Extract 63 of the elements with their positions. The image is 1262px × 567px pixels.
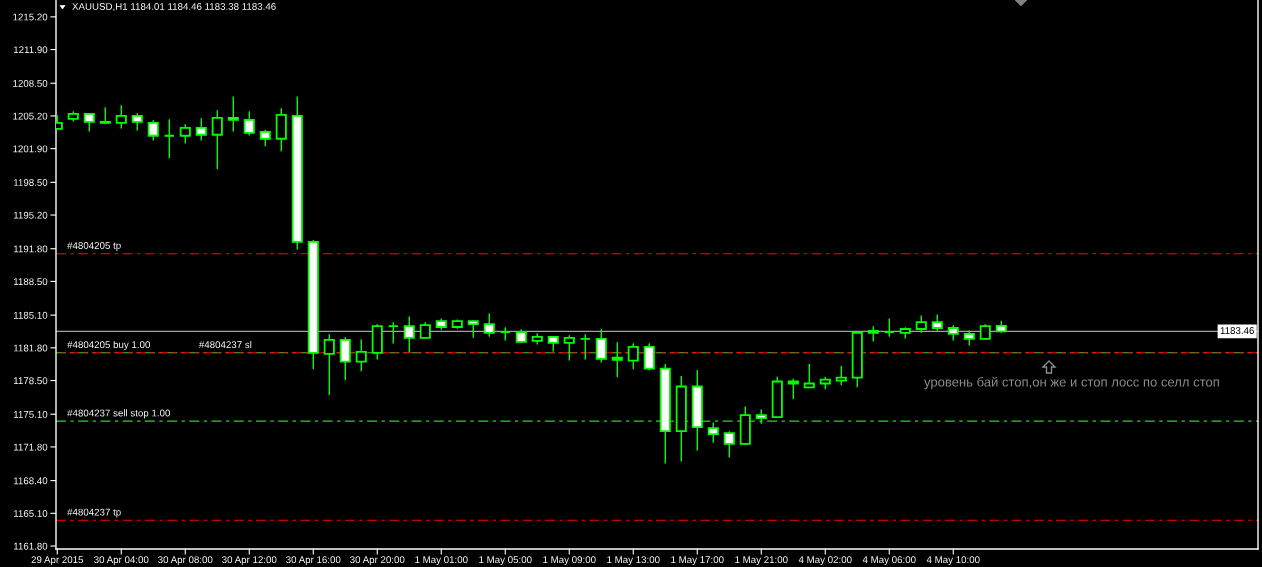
- x-tick-label: 4 May 10:00: [926, 556, 980, 566]
- candlestick: [611, 342, 623, 378]
- candlestick: [243, 111, 255, 136]
- y-tick-label: 1175.10: [13, 410, 48, 418]
- candlestick: [403, 316, 415, 353]
- x-tick-label: 30 Apr 12:00: [222, 556, 277, 566]
- candlestick: [339, 337, 351, 381]
- x-tick-label: 4 May 02:00: [798, 556, 852, 566]
- candlestick: [323, 334, 335, 396]
- y-tick-label: 1205.20: [13, 112, 48, 120]
- y-tick-label: 1168.40: [13, 477, 48, 485]
- x-tick-label: 30 Apr 20:00: [350, 556, 405, 566]
- y-tick-label: 1165.10: [13, 510, 48, 517]
- y-tick-label: 1181.80: [13, 344, 48, 352]
- x-tick-label: 1 May 21:00: [735, 556, 788, 566]
- candlestick: [643, 343, 655, 371]
- candlestick: [723, 431, 735, 458]
- x-tick-label: 4 May 06:00: [862, 556, 916, 566]
- y-tick-label: 1188.50: [13, 278, 48, 286]
- y-tick-label: 1201.90: [13, 145, 48, 153]
- candlestick: [707, 422, 719, 443]
- x-tick-label: 1 May 05:00: [479, 556, 532, 566]
- ref-line-label: #4804237 tp: [67, 508, 121, 518]
- y-tick-label: 1191.80: [13, 245, 48, 253]
- y-tick-label: 1198.50: [13, 179, 48, 186]
- y-tick-label: 1185.10: [13, 311, 48, 319]
- x-tick-label: 1 May 13:00: [607, 556, 660, 566]
- candlestick: [579, 334, 591, 360]
- annotation: уровень бай стоп,он же и стоп лосс по селл стоп: [924, 376, 1219, 390]
- candlestick: [211, 110, 223, 170]
- y-tick-label: 1178.50: [13, 377, 48, 385]
- y-tick-label: 1171.80: [13, 443, 48, 451]
- y-tick-label: 1195.20: [13, 211, 48, 219]
- x-tick-label: 29 Apr 2015: [31, 556, 84, 566]
- ref-line-label: #4804237 sell stop 1.00: [67, 409, 170, 419]
- chart-title: XAUUSD,H1 1184.01 1184.46 1183.38 1183.46: [72, 3, 276, 12]
- ref-line-label: #4804205 buy 1.00: [67, 340, 150, 351]
- x-tick-label: 1 May 17:00: [671, 556, 724, 566]
- x-tick-label: 30 Apr 16:00: [286, 556, 341, 566]
- candlestick: [355, 339, 367, 372]
- candlestick: [563, 335, 575, 361]
- ref-line-label: 1183.46: [1220, 327, 1254, 334]
- x-tick-label: 30 Apr 04:00: [94, 556, 149, 566]
- y-tick-label: 1211.90: [13, 46, 48, 54]
- candlestick: [483, 313, 495, 337]
- y-tick-label: 1208.50: [13, 79, 48, 87]
- y-tick-label: 1215.20: [13, 13, 48, 21]
- candlestick: [627, 343, 639, 370]
- candlestick: [163, 119, 175, 159]
- candlestick: [275, 108, 287, 152]
- candlestick: [227, 96, 239, 132]
- ref-line-label: #4804237 sl: [198, 340, 252, 349]
- y-tick-label: 1161.80: [13, 542, 48, 550]
- candlestick: [195, 118, 207, 141]
- x-tick-label: 1 May 01:00: [415, 556, 468, 566]
- candlestick: [115, 105, 127, 129]
- candlestick: [147, 120, 159, 141]
- candlestick: [595, 329, 607, 363]
- ref-line-label: #4804205 tp: [67, 242, 121, 251]
- candlestick: [387, 322, 399, 344]
- x-tick-label: 1 May 09:00: [543, 556, 596, 566]
- candlestick: [803, 363, 815, 389]
- x-tick-label: 30 Apr 08:00: [158, 556, 213, 566]
